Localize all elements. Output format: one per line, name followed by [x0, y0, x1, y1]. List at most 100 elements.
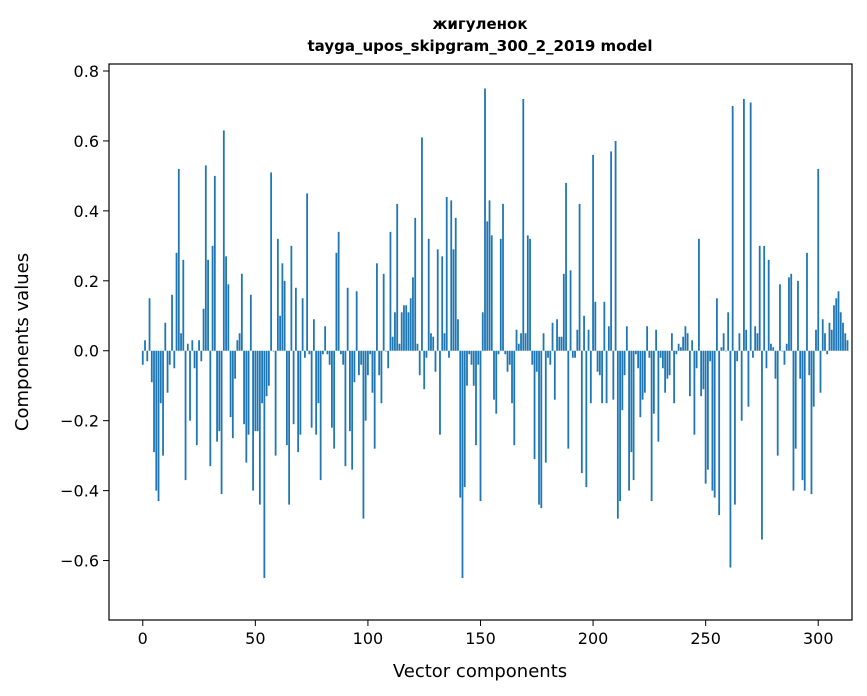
- bar: [794, 350, 797, 449]
- bar: [481, 312, 484, 351]
- bar: [650, 350, 653, 502]
- bar: [243, 350, 245, 425]
- bar: [229, 350, 232, 418]
- bar: [556, 319, 558, 351]
- bar: [506, 350, 509, 372]
- bar: [425, 350, 428, 358]
- bar: [391, 336, 394, 351]
- bar: [256, 350, 259, 432]
- bar: [833, 305, 835, 351]
- bar: [574, 350, 576, 358]
- bar: [213, 175, 216, 351]
- bar: [664, 350, 667, 393]
- bar: [567, 350, 570, 449]
- bar: [801, 350, 804, 481]
- bar: [711, 350, 714, 491]
- bar: [551, 322, 554, 351]
- bar: [443, 333, 446, 351]
- bar: [432, 336, 435, 351]
- bar: [679, 347, 682, 351]
- bar: [321, 350, 324, 355]
- bar: [175, 252, 178, 351]
- bar: [517, 343, 520, 351]
- bar: [436, 249, 439, 351]
- bar: [607, 326, 610, 351]
- bar: [688, 350, 691, 397]
- bar: [148, 298, 151, 351]
- bar: [740, 350, 743, 421]
- bar: [407, 312, 410, 351]
- bar: [535, 350, 538, 372]
- bar: [331, 350, 333, 428]
- bar: [328, 350, 331, 365]
- bar: [466, 350, 468, 386]
- bar: [254, 350, 257, 432]
- bar: [538, 350, 540, 505]
- bar: [495, 350, 498, 414]
- bar: [673, 350, 676, 404]
- bar: [815, 329, 817, 351]
- bar: [270, 172, 273, 351]
- bar: [797, 280, 799, 351]
- bar: [285, 350, 288, 446]
- bar: [306, 193, 309, 351]
- bar: [828, 322, 831, 351]
- y-tick-label: −0.4: [60, 482, 99, 501]
- bar: [258, 350, 261, 505]
- bar: [398, 343, 401, 351]
- bar: [193, 350, 196, 369]
- bar: [171, 294, 173, 351]
- bar: [184, 350, 187, 481]
- bar: [529, 238, 531, 351]
- bar: [610, 151, 612, 351]
- bar: [499, 238, 502, 351]
- bar: [684, 326, 687, 351]
- bar: [625, 326, 628, 351]
- bar: [502, 203, 504, 351]
- bar: [657, 350, 660, 442]
- bar: [349, 350, 351, 432]
- bar: [704, 350, 707, 484]
- bar: [373, 350, 376, 449]
- bar: [144, 340, 146, 351]
- bar: [547, 350, 549, 358]
- bar: [648, 350, 651, 358]
- bar: [211, 245, 214, 351]
- bars-group: [141, 88, 849, 579]
- bar: [263, 350, 266, 579]
- chart-subtitle: tayga_upos_skipgram_300_2_2019 model: [308, 37, 653, 55]
- bar: [382, 273, 385, 351]
- y-tick-label: 0.2: [74, 272, 99, 291]
- bar: [810, 350, 813, 495]
- bar: [225, 256, 227, 351]
- bar: [312, 319, 315, 351]
- bar: [558, 336, 561, 351]
- bar: [698, 238, 700, 351]
- bar: [364, 350, 367, 421]
- bar: [808, 350, 811, 376]
- bar: [218, 350, 221, 432]
- bar: [288, 350, 291, 505]
- bar: [585, 350, 588, 488]
- bar: [630, 350, 633, 453]
- bar: [308, 350, 311, 355]
- bar: [571, 350, 574, 358]
- x-tick-label: 250: [690, 629, 721, 648]
- bar: [533, 350, 536, 460]
- chart-title: жигуленок: [432, 15, 527, 33]
- bar: [493, 350, 495, 400]
- bar: [661, 350, 664, 369]
- bar: [634, 350, 637, 355]
- bar: [486, 221, 489, 351]
- bar: [267, 350, 270, 386]
- bar: [702, 350, 705, 390]
- bar: [247, 350, 250, 435]
- bar: [619, 350, 621, 502]
- bar: [173, 350, 176, 369]
- bar: [389, 231, 392, 351]
- bar: [729, 350, 732, 568]
- bar: [450, 200, 453, 351]
- x-tick-label: 300: [803, 629, 834, 648]
- bar: [655, 329, 658, 351]
- bar: [553, 350, 556, 400]
